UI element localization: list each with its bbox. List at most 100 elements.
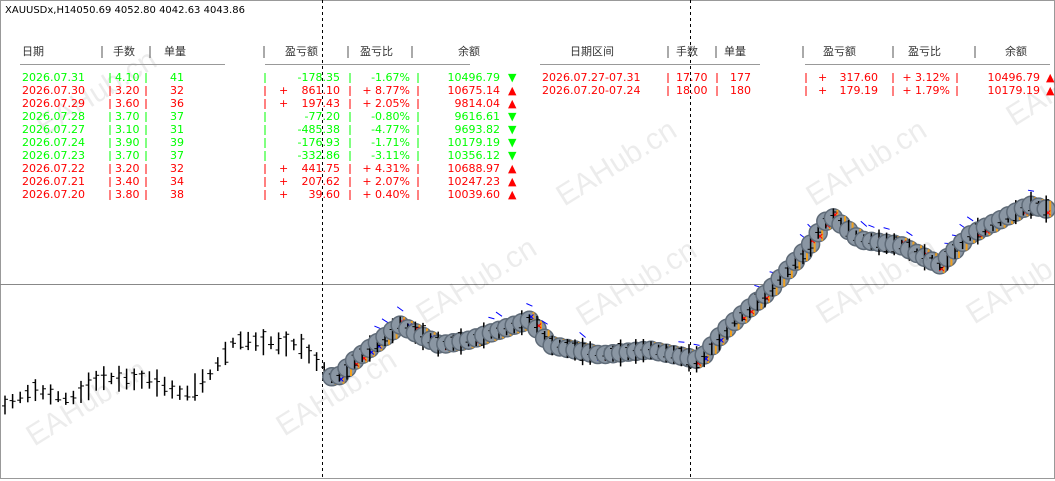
cell-sign: + [279,188,288,201]
cell-lots: 3.70 [115,110,140,123]
level-dash [495,311,503,317]
trade-cross: × [360,354,368,364]
cell-pct: -1.67% [371,71,410,84]
cell-balance: 10496.79 [448,71,501,84]
cell-lots: 3.80 [115,188,140,201]
column-header: 盈亏比 [360,45,393,58]
trade-cross: × [938,264,946,274]
cell-sign: + [279,84,288,97]
cell-sign: + [279,97,288,110]
cell-count: 31 [170,123,184,136]
cell-balance: 10356.12 [448,149,501,162]
level-dash [883,227,890,230]
trade-cross: × [816,232,824,242]
level-dash [678,341,685,343]
cell-arrow: ▼ [508,110,517,123]
cell-arrow: ▲ [1046,84,1055,97]
cell-count: 39 [170,136,184,149]
column-header: 单量 [164,45,186,58]
cell-lots: 3.20 [115,162,140,175]
price-bars: ××××××××××××××××××××××××××××××××××××××××… [2,189,1055,415]
cell-balance: 10179.19 [448,136,501,149]
cell-pct: -4.77% [371,123,410,136]
trade-cross: × [535,321,543,331]
level-dash [693,343,700,346]
cell-balance: 9693.82 [455,123,501,136]
column-header: 手数 [113,44,135,58]
level-dash [526,303,533,307]
cell-date: 2026.07.20 [22,188,85,201]
cell-profit: -77.20 [305,110,340,123]
cell-count: 38 [170,188,184,201]
cell-pct: + 4.31% [362,162,410,175]
cell-arrow: ▼ [508,149,517,162]
cell-count: 37 [170,110,184,123]
cell-date: 2026.07.30 [22,84,85,97]
cell-count: 180 [730,84,751,97]
level-dash [381,318,389,324]
cell-count: 177 [730,71,751,84]
trade-cross: × [375,342,383,352]
cell-date: 2026.07.24 [22,136,85,149]
cell-arrow: ▲ [508,175,517,188]
trade-cross: × [368,348,376,358]
level-dash [906,231,913,237]
trade-cross: × [1044,209,1052,219]
cell-arrow: ▲ [508,84,517,97]
column-header: 余额 [458,44,480,58]
cell-profit: 207.62 [302,175,341,188]
cell-date: 2026.07.21 [22,175,85,188]
cell-date: 2026.07.23 [22,149,85,162]
cell-arrow: ▼ [508,123,517,136]
level-dash [488,316,495,320]
quote: 4050.69 4052.80 4042.63 4043.86 [70,5,245,16]
cell-profit: -332.86 [298,149,340,162]
cell-arrow: ▲ [508,97,517,110]
column-header: 日期区间 [570,45,614,58]
trade-cross: × [695,359,703,369]
cell-date: 2026.07.20-07.24 [542,84,640,97]
level-dash [966,216,974,222]
trade-cross: × [831,210,839,220]
cell-date: 2026.07.27 [22,123,85,136]
cell-profit: 317.60 [840,71,879,84]
cell-sign: + [279,175,288,188]
cell-sign: + [818,84,827,97]
cell-lots: 3.10 [115,123,140,136]
cell-pct: + 0.40% [362,188,410,201]
level-dash [374,325,381,330]
cell-lots: 3.40 [115,175,140,188]
cell-profit: 179.19 [840,84,879,97]
cell-lots: 3.90 [115,136,140,149]
cell-arrow: ▲ [1046,71,1055,84]
cell-profit: 197.43 [302,97,341,110]
cell-arrow: ▲ [508,162,517,175]
cell-balance: 10247.23 [448,175,501,188]
cell-balance: 10039.60 [448,188,501,201]
cell-date: 2026.07.29 [22,97,85,110]
trade-cross: × [702,354,710,364]
cell-profit: -485.38 [298,123,340,136]
cell-sign: + [818,71,827,84]
cell-date: 2026.07.22 [22,162,85,175]
cell-count: 32 [170,162,184,175]
column-header: 日期 [22,45,44,58]
cell-pct: -0.80% [371,110,410,123]
cell-pct: -3.11% [371,149,410,162]
column-header: 单量 [724,45,746,58]
cell-balance: 9616.61 [455,110,501,123]
cell-balance: 10675.14 [448,84,501,97]
cell-pct: + 2.07% [362,175,410,188]
cell-profit: 861.10 [302,84,341,97]
cell-balance: 10688.97 [448,162,501,175]
cell-arrow: ▼ [508,136,517,149]
cell-count: 36 [170,97,184,110]
column-header: 余额 [1005,44,1027,58]
trade-cross: × [824,221,832,231]
trade-cross: × [337,375,345,385]
cell-arrow: ▼ [508,71,517,84]
symbol: XAUUSDx,H1 [5,5,70,16]
cell-pct: + 1.79% [902,84,950,97]
cell-count: 32 [170,84,184,97]
cell-lots: 3.20 [115,84,140,97]
